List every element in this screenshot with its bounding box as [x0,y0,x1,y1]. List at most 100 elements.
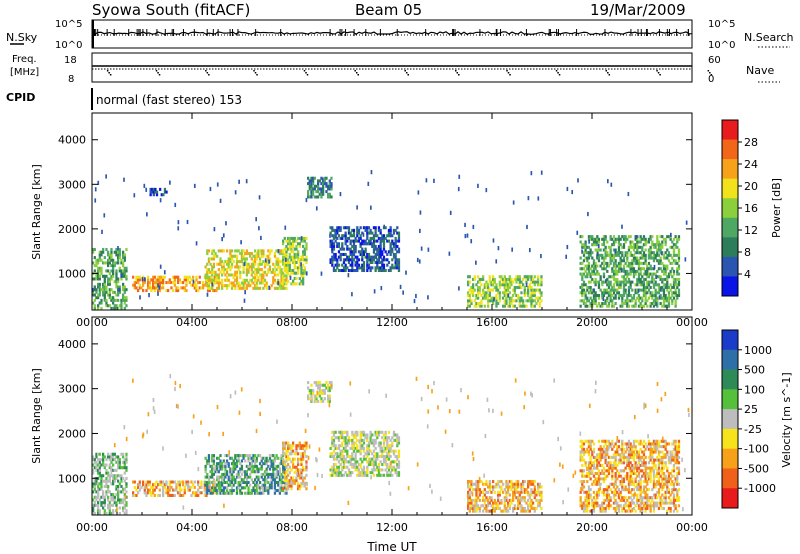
nave-dip-dot [155,70,158,72]
echo-cell [217,464,220,468]
echo-cell [594,296,597,300]
echo-cell [303,250,306,254]
echo-cell [235,278,239,282]
echo-cell [310,190,313,194]
echo-cell [582,259,586,263]
echo-cell [639,296,642,300]
echo-cell [579,498,582,502]
echo-cell [364,247,367,251]
scatter-cell [477,183,479,188]
echo-cell [396,463,399,467]
echo-cell [344,449,347,453]
echo-cell [260,464,263,468]
echo-cell [108,501,111,505]
echo-cell [359,244,362,248]
echo-cell [498,299,501,303]
echo-cell [282,441,285,445]
echo-cell [533,280,536,284]
echo-cell [93,304,96,308]
echo-cell [512,509,515,513]
echo-cell [505,277,508,281]
echo-cell [155,283,158,287]
echo-cell [298,277,301,281]
echo-cell [382,460,386,464]
echo-cell [654,256,657,260]
echo-cell [142,483,145,487]
echo-cell [270,475,273,479]
echo-cell [646,291,649,295]
echo-cell [381,468,384,472]
echo-cell [222,475,225,479]
echo-cell [117,250,120,254]
echo-cell [254,464,257,468]
echo-cell [108,474,111,478]
echo-cell [108,304,111,308]
echo-cell [520,280,523,284]
echo-cell [533,490,536,494]
echo-cell [225,454,229,458]
echo-cell [642,293,646,297]
echo-cell [579,267,582,271]
echo-cell [344,242,347,246]
echo-cell [386,438,389,442]
station-title: Syowa South (fitACF) [92,1,250,19]
echo-cell [292,479,295,483]
echo-cell [260,254,263,258]
echo-cell [662,253,666,257]
nave-dip-dot [306,74,309,76]
echo-cell [339,471,342,475]
echo-cell [92,248,95,252]
echo-cell [517,275,520,279]
echo-cell [513,482,516,486]
echo-cell [328,389,331,393]
echo-cell [187,485,190,489]
echo-cell [626,301,629,306]
echo-cell [207,478,211,482]
echo-cell [117,455,120,459]
echo-cell [336,231,339,235]
echo-cell [262,462,265,466]
echo-cell [117,479,120,483]
echo-cell [317,386,320,390]
echo-cell [386,446,389,450]
echo-cell [242,262,245,266]
echo-cell [334,473,337,477]
echo-cell [485,482,488,486]
echo-cell [480,301,483,306]
echo-cell [611,253,614,257]
echo-cell [582,288,586,292]
echo-cell [219,491,222,495]
echo-cell [262,456,265,460]
echo-cell [112,482,115,486]
echo-cell [387,268,391,273]
echo-cell [337,250,341,254]
echo-cell [262,273,265,277]
echo-cell [597,480,601,484]
echo-cell [219,459,222,463]
echo-cell [108,272,111,276]
echo-cell [485,283,488,287]
echo-cell [245,273,249,277]
scatter-cell [653,264,656,270]
echo-cell [508,283,511,287]
echo-cell [617,251,621,255]
echo-cell [371,260,374,264]
echo-cell [209,286,212,290]
echo-cell [297,457,300,461]
echo-cell [626,253,629,257]
echo-cell [371,242,374,246]
echo-cell [221,464,224,468]
echo-cell [325,381,328,385]
echo-cell [211,475,214,479]
echo-cell [285,449,288,453]
echo-cell [225,470,229,474]
echo-cell [394,252,397,256]
echo-cell [601,504,604,508]
echo-cell [341,244,344,248]
echo-cell [589,291,592,295]
echo-cell [528,283,531,287]
echo-cell [339,444,342,448]
echo-cell [158,493,161,497]
power-colorbar-swatches [722,120,738,297]
echo-cell [667,235,671,239]
